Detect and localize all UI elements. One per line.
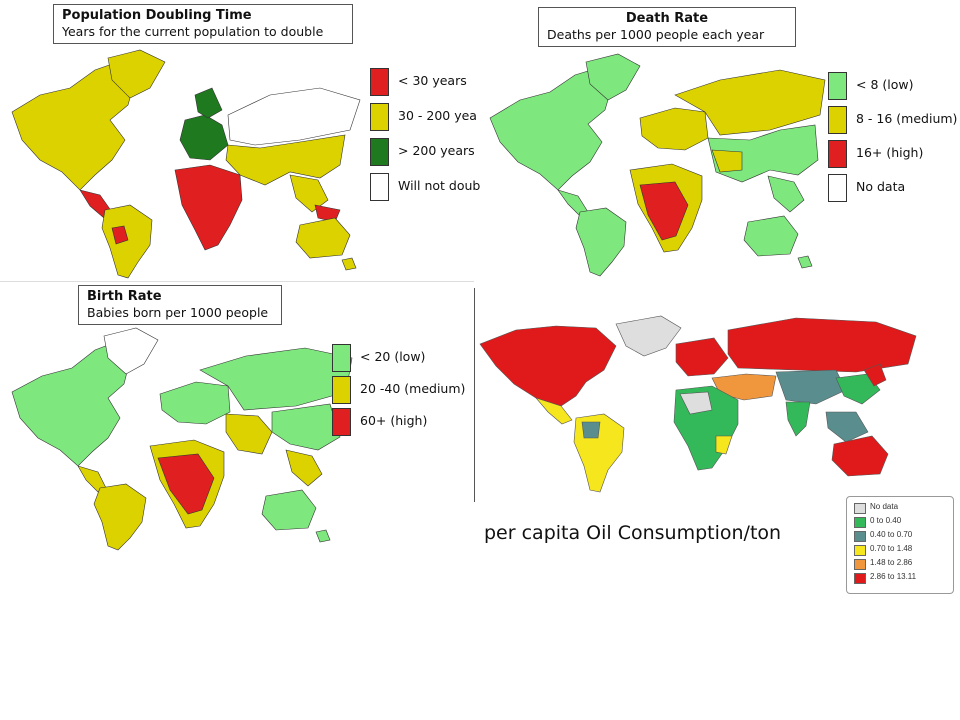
oil-map-caption: per capita Oil Consumption/ton bbox=[484, 522, 782, 544]
legend-swatch bbox=[828, 106, 847, 134]
legend-swatch bbox=[828, 140, 847, 168]
panel-divider bbox=[474, 288, 475, 502]
legend-label: No data bbox=[856, 179, 906, 194]
legend-label: 0 to 0.40 bbox=[870, 516, 902, 525]
map-birth-rate: Birth Rate Babies born per 1000 people <… bbox=[0, 282, 474, 554]
legend-label: 2.86 to 13.11 bbox=[870, 572, 917, 581]
legend-label: < 20 (low) bbox=[360, 349, 426, 364]
legend-swatch bbox=[828, 174, 847, 202]
map-title: Birth Rate bbox=[87, 289, 162, 304]
map-subtitle: Deaths per 1000 people each year bbox=[547, 27, 765, 43]
map-subtitle: Years for the current population to doub… bbox=[62, 24, 324, 40]
legend-swatch bbox=[854, 531, 866, 542]
legend-label: < 8 (low) bbox=[856, 77, 914, 92]
map-death-rate: Death Rate Deaths per 1000 people each y… bbox=[480, 0, 960, 282]
legend-swatch bbox=[854, 503, 866, 514]
legend-label: 0.40 to 0.70 bbox=[870, 530, 913, 539]
legend-label: < 30 years bbox=[398, 73, 467, 88]
map-title: Population Doubling Time bbox=[62, 8, 252, 23]
map-legend: < 20 (low) 20 -40 (medium) 60+ (high) bbox=[332, 344, 472, 444]
legend-label: 0.70 to 1.48 bbox=[870, 544, 913, 553]
oil-map-legend: No data 0 to 0.40 0.40 to 0.70 0.70 to 1… bbox=[846, 496, 954, 594]
world-map-oil bbox=[479, 315, 917, 493]
legend-label: 20 -40 (medium) bbox=[360, 381, 466, 396]
legend-swatch bbox=[370, 68, 389, 96]
map-title-box: Birth Rate Babies born per 1000 people bbox=[78, 285, 282, 325]
legend-swatch bbox=[332, 344, 351, 372]
legend-label: 60+ (high) bbox=[360, 413, 428, 428]
legend-label: 30 - 200 yea bbox=[398, 108, 477, 123]
map-title: Death Rate bbox=[625, 11, 709, 26]
legend-label: > 200 years bbox=[398, 143, 475, 158]
legend-swatch bbox=[370, 138, 389, 166]
map-legend: < 30 years 30 - 200 yea > 200 years Will… bbox=[370, 68, 480, 208]
legend-swatch bbox=[854, 517, 866, 528]
legend-swatch bbox=[332, 408, 351, 436]
panel-divider bbox=[0, 281, 474, 282]
map-title-box: Death Rate Deaths per 1000 people each y… bbox=[538, 7, 796, 47]
legend-swatch bbox=[370, 103, 389, 131]
legend-swatch bbox=[854, 559, 866, 570]
world-map-death-rate bbox=[489, 53, 826, 277]
legend-swatch bbox=[828, 72, 847, 100]
map-subtitle: Babies born per 1000 people bbox=[87, 305, 269, 321]
map-legend: < 8 (low) 8 - 16 (medium) 16+ (high) No … bbox=[828, 72, 958, 207]
map-population-doubling: Population Doubling Time Years for the c… bbox=[0, 0, 480, 282]
legend-label: Will not doub bbox=[398, 178, 480, 193]
legend-label: 8 - 16 (medium) bbox=[856, 111, 958, 126]
legend-label: 16+ (high) bbox=[856, 145, 924, 160]
map-oil-consumption bbox=[476, 286, 924, 502]
legend-label: No data bbox=[870, 502, 899, 511]
world-map-doubling bbox=[11, 49, 361, 279]
map-title-box: Population Doubling Time Years for the c… bbox=[53, 4, 353, 44]
legend-swatch bbox=[370, 173, 389, 201]
legend-label: 1.48 to 2.86 bbox=[870, 558, 913, 567]
legend-swatch bbox=[332, 376, 351, 404]
legend-swatch bbox=[854, 545, 866, 556]
legend-swatch bbox=[854, 573, 866, 584]
